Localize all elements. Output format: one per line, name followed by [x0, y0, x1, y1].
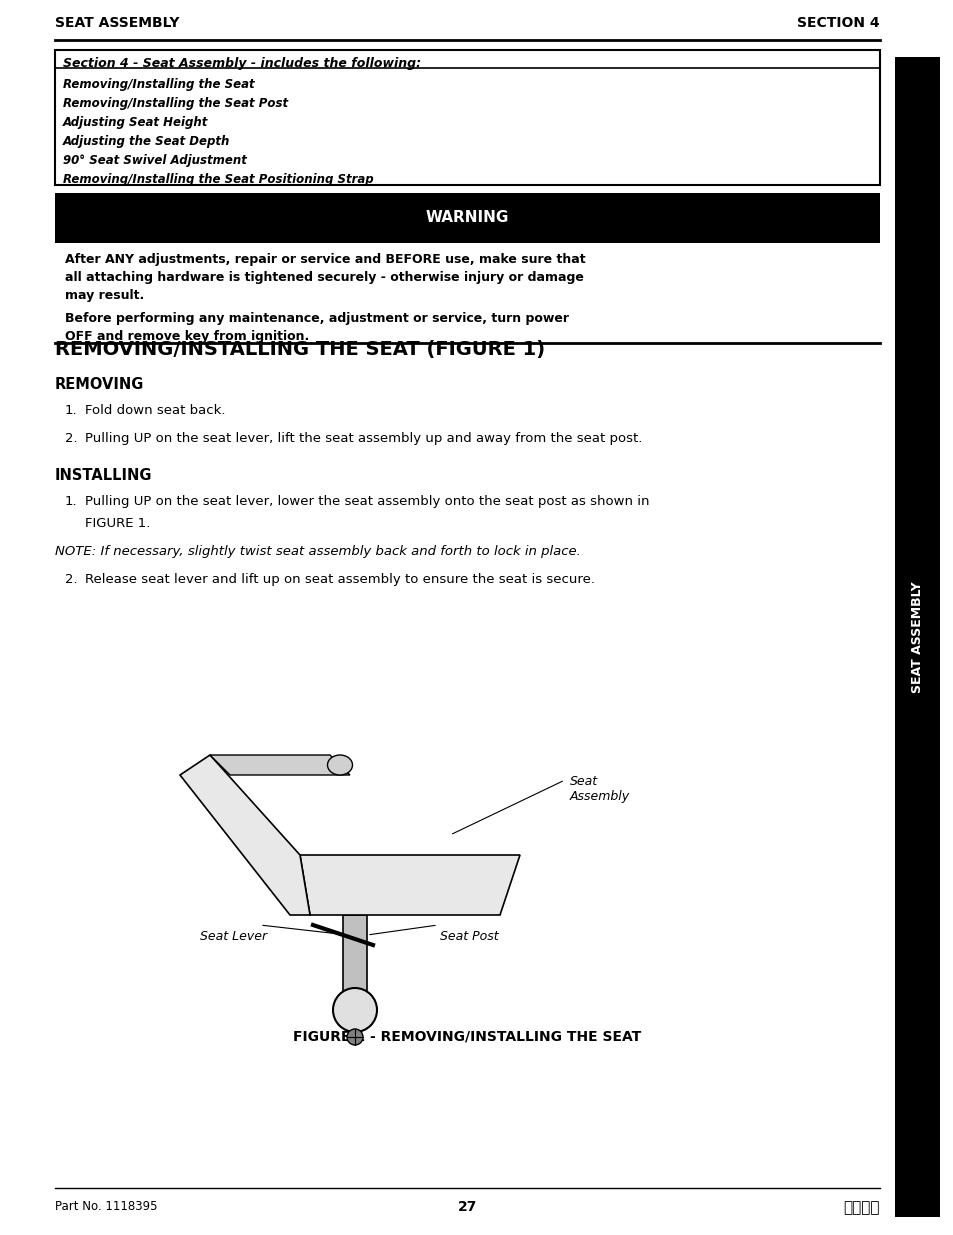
- Text: 90° Seat Swivel Adjustment: 90° Seat Swivel Adjustment: [63, 154, 247, 167]
- Text: Removing/Installing the Seat Post: Removing/Installing the Seat Post: [63, 98, 288, 110]
- Text: 2.: 2.: [65, 573, 77, 585]
- Text: Part No. 1118395: Part No. 1118395: [55, 1200, 157, 1213]
- Text: SEAT ASSEMBLY: SEAT ASSEMBLY: [55, 16, 179, 30]
- Text: Adjusting the Seat Depth: Adjusting the Seat Depth: [63, 135, 230, 148]
- Text: Section 4 - Seat Assembly - includes the following:: Section 4 - Seat Assembly - includes the…: [63, 57, 420, 70]
- Text: Removing/Installing the Seat: Removing/Installing the Seat: [63, 78, 254, 91]
- FancyBboxPatch shape: [343, 915, 367, 1005]
- Text: Before performing any maintenance, adjustment or service, turn power: Before performing any maintenance, adjus…: [65, 312, 568, 325]
- FancyBboxPatch shape: [55, 49, 879, 185]
- Text: Seat Post: Seat Post: [439, 930, 498, 944]
- Text: WARNING: WARNING: [425, 210, 509, 226]
- Polygon shape: [299, 855, 519, 915]
- Text: NOTE: If necessary, slightly twist seat assembly back and forth to lock in place: NOTE: If necessary, slightly twist seat …: [55, 545, 580, 558]
- Ellipse shape: [327, 755, 352, 776]
- Text: all attaching hardware is tightened securely - otherwise injury or damage: all attaching hardware is tightened secu…: [65, 270, 583, 284]
- Text: INSTALLING: INSTALLING: [55, 468, 152, 483]
- Text: may result.: may result.: [65, 289, 144, 303]
- Text: Seat Lever: Seat Lever: [200, 930, 267, 944]
- Polygon shape: [180, 755, 310, 915]
- Text: SECTION 4: SECTION 4: [797, 16, 879, 30]
- Text: FIGURE 1 - REMOVING/INSTALLING THE SEAT: FIGURE 1 - REMOVING/INSTALLING THE SEAT: [294, 1030, 641, 1044]
- Text: OFF and remove key from ignition.: OFF and remove key from ignition.: [65, 330, 309, 343]
- Text: FIGURE 1.: FIGURE 1.: [85, 517, 151, 530]
- Text: REMOVING: REMOVING: [55, 377, 144, 391]
- Text: Adjusting Seat Height: Adjusting Seat Height: [63, 116, 208, 128]
- Text: SEAT ASSEMBLY: SEAT ASSEMBLY: [910, 582, 923, 693]
- Circle shape: [333, 988, 376, 1032]
- Text: ⒷⓊⓏⓏ: ⒷⓊⓏⓏ: [842, 1200, 879, 1215]
- Text: 27: 27: [457, 1200, 476, 1214]
- Text: 2.: 2.: [65, 432, 77, 445]
- Text: 1.: 1.: [65, 404, 77, 417]
- Text: Pulling UP on the seat lever, lower the seat assembly onto the seat post as show: Pulling UP on the seat lever, lower the …: [85, 495, 649, 508]
- Circle shape: [347, 1029, 363, 1045]
- Text: Fold down seat back.: Fold down seat back.: [85, 404, 225, 417]
- Text: Pulling UP on the seat lever, lift the seat assembly up and away from the seat p: Pulling UP on the seat lever, lift the s…: [85, 432, 641, 445]
- FancyBboxPatch shape: [55, 193, 879, 243]
- Polygon shape: [210, 755, 350, 776]
- Text: Seat
Assembly: Seat Assembly: [569, 776, 630, 803]
- Text: 1.: 1.: [65, 495, 77, 508]
- Text: Removing/Installing the Seat Positioning Strap: Removing/Installing the Seat Positioning…: [63, 173, 374, 186]
- FancyBboxPatch shape: [894, 57, 939, 1216]
- Text: REMOVING/INSTALLING THE SEAT (FIGURE 1): REMOVING/INSTALLING THE SEAT (FIGURE 1): [55, 340, 544, 359]
- Text: After ANY adjustments, repair or service and BEFORE use, make sure that: After ANY adjustments, repair or service…: [65, 253, 585, 266]
- Text: Release seat lever and lift up on seat assembly to ensure the seat is secure.: Release seat lever and lift up on seat a…: [85, 573, 595, 585]
